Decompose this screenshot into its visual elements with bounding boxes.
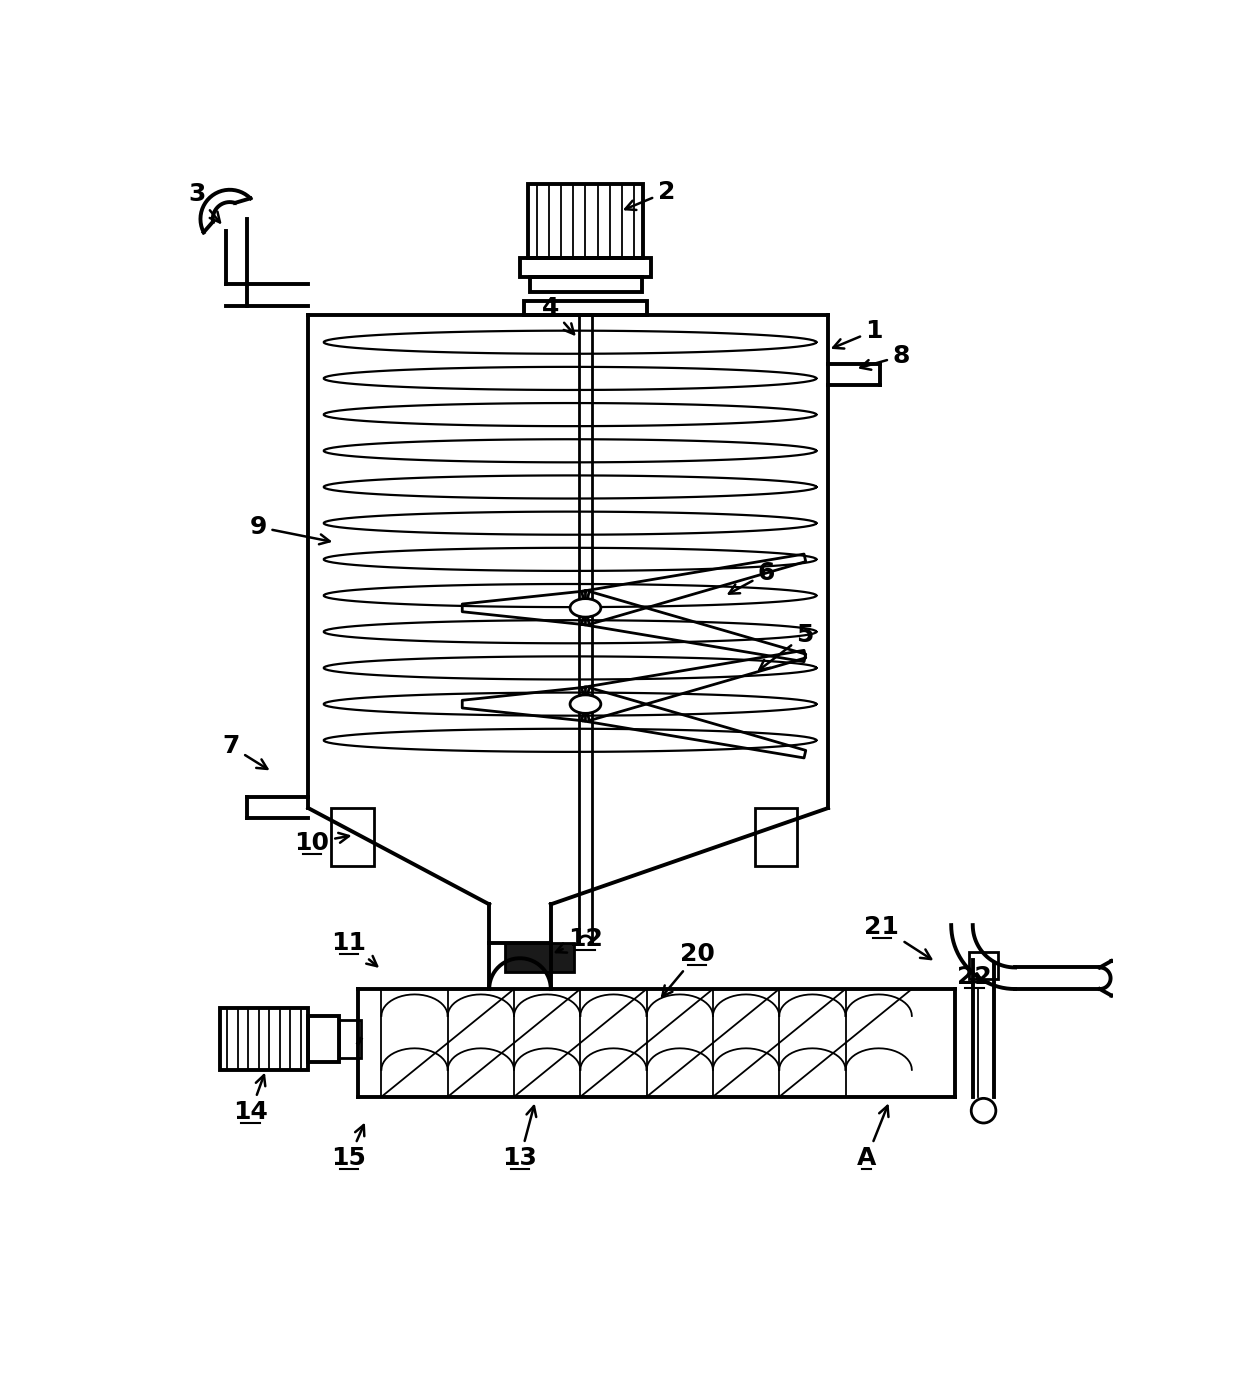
Text: 6: 6 — [729, 561, 775, 593]
Text: 20: 20 — [662, 943, 714, 996]
Text: 11: 11 — [331, 930, 377, 966]
Ellipse shape — [570, 599, 601, 616]
Ellipse shape — [570, 695, 601, 713]
Text: 5: 5 — [759, 623, 813, 670]
Text: 3: 3 — [188, 183, 219, 223]
Bar — [219, 1009, 309, 1071]
Bar — [523, 301, 647, 315]
Bar — [309, 1015, 339, 1062]
Text: 10: 10 — [295, 831, 348, 854]
Bar — [339, 1020, 361, 1058]
Bar — [528, 184, 644, 257]
Text: 21: 21 — [864, 915, 931, 959]
Text: 7: 7 — [222, 735, 268, 769]
Bar — [755, 808, 797, 866]
Text: 1: 1 — [833, 319, 883, 348]
Bar — [505, 943, 574, 971]
Bar — [520, 257, 651, 277]
Text: 13: 13 — [502, 1106, 537, 1171]
Text: A: A — [857, 1106, 888, 1171]
Text: 14: 14 — [233, 1075, 268, 1124]
Bar — [331, 808, 373, 866]
Text: 8: 8 — [861, 344, 910, 370]
Text: 9: 9 — [249, 515, 330, 545]
Text: 4: 4 — [542, 296, 574, 334]
Bar — [529, 277, 641, 292]
Bar — [968, 952, 998, 978]
Text: 22: 22 — [957, 966, 992, 989]
Text: 12: 12 — [556, 927, 603, 952]
Text: 2: 2 — [625, 180, 675, 211]
Text: 15: 15 — [331, 1126, 367, 1171]
